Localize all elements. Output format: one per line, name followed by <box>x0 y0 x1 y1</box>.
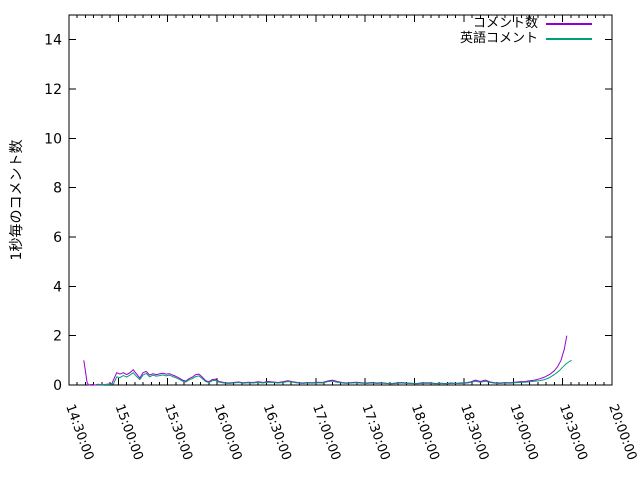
series-line-1 <box>96 359 572 386</box>
legend-line-sample-english-comments <box>546 37 592 40</box>
y-tick-label: 4 <box>53 279 62 295</box>
y-tick-label: 14 <box>44 33 62 49</box>
x-tick-label: 17:30:00 <box>358 402 392 462</box>
series-line-0 <box>83 335 568 386</box>
legend-item-english-comments: 英語コメント <box>428 31 592 46</box>
x-tick-label: 17:00:00 <box>309 402 343 462</box>
x-tick-label: 14:30:00 <box>62 402 96 462</box>
legend-line-sample-comment-count <box>546 22 592 25</box>
x-tick-label: 20:00:00 <box>605 402 639 462</box>
y-tick-label: 12 <box>44 82 62 98</box>
legend-label-comment-count: コメント数 <box>472 16 538 31</box>
x-tick-label: 16:30:00 <box>260 402 294 462</box>
y-tick-label: 10 <box>44 131 62 147</box>
x-tick-label: 18:00:00 <box>408 402 442 462</box>
x-tick-label: 15:00:00 <box>112 402 146 462</box>
y-tick-label: 6 <box>53 230 62 246</box>
y-tick-label: 0 <box>53 378 62 394</box>
y-tick-label: 2 <box>53 329 62 345</box>
legend: コメント数 英語コメント <box>428 16 592 46</box>
y-axis-title: 1秒毎のコメント数 <box>9 139 25 261</box>
x-tick-label: 19:30:00 <box>556 402 590 462</box>
x-tick-label: 19:00:00 <box>507 402 541 462</box>
x-tick-label: 15:30:00 <box>161 402 195 462</box>
legend-label-english-comments: 英語コメント <box>459 31 538 46</box>
legend-item-comment-count: コメント数 <box>428 16 592 31</box>
x-tick-label: 16:00:00 <box>210 402 244 462</box>
plot-frame <box>68 14 613 386</box>
y-tick-label: 8 <box>53 181 62 197</box>
x-tick-label: 18:30:00 <box>457 402 491 462</box>
